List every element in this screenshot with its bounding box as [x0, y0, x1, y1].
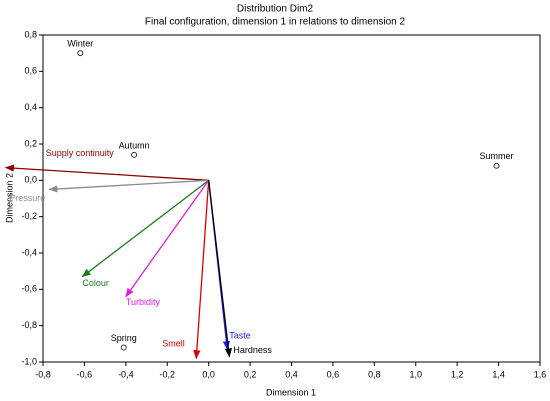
chart-title: Distribution Dim2: [237, 4, 314, 15]
vector: [4, 164, 209, 181]
chart-subtitle: Final configuration, dimension 1 in rela…: [145, 17, 406, 28]
x-tick-label: -0,2: [159, 369, 175, 379]
y-tick-label: -0,4: [21, 247, 37, 257]
y-tick-label: -1,0: [21, 356, 37, 366]
y-tick-label: 0,6: [24, 66, 37, 76]
y-tick-label: 0,4: [24, 102, 37, 112]
vector-label: Hardness: [233, 345, 272, 355]
x-tick-label: 1,6: [534, 369, 547, 379]
point: [493, 162, 500, 169]
x-tick-label: 1,4: [492, 369, 505, 379]
y-tick-label: -0,6: [21, 284, 37, 294]
point: [77, 50, 84, 57]
vector-label: Smell: [162, 339, 185, 349]
y-axis-label: Dimension 2: [4, 173, 14, 223]
x-tick-label: 0,0: [202, 369, 215, 379]
point: [120, 344, 127, 351]
x-tick-label: 0,4: [285, 369, 298, 379]
vector-label: Colour: [82, 278, 109, 288]
vector: [48, 179, 209, 193]
y-tick-label: -0,8: [21, 320, 37, 330]
vector-label: Supply continuity: [46, 148, 115, 158]
vector: [125, 179, 210, 298]
x-tick-label: -0,8: [35, 369, 51, 379]
x-tick-label: -0,4: [118, 369, 134, 379]
point: [131, 151, 138, 158]
point-label: Spring: [111, 333, 137, 343]
x-tick-label: 0,8: [368, 369, 381, 379]
x-tick-label: 1,0: [409, 369, 422, 379]
x-tick-label: 0,2: [244, 369, 257, 379]
point-label: Summer: [480, 151, 514, 161]
x-tick-label: 0,6: [327, 369, 340, 379]
vector-label: Turbidity: [126, 297, 161, 307]
y-tick-label: 0,2: [24, 138, 37, 148]
point-label: Winter: [67, 39, 93, 49]
vector: [208, 180, 233, 358]
plot-frame: [42, 34, 541, 363]
y-tick-label: 0,0: [24, 175, 37, 185]
y-tick-label: 0,8: [24, 29, 37, 39]
vector: [81, 179, 210, 278]
y-tick-label: -0,2: [21, 211, 37, 221]
x-tick-label: -0,6: [77, 369, 93, 379]
point-label: Autumn: [119, 140, 150, 150]
vector-label: Pressure: [9, 193, 45, 203]
x-tick-label: 1,2: [451, 369, 464, 379]
vector-label: Taste: [229, 331, 251, 341]
x-axis-label: Dimension 1: [266, 387, 316, 397]
vector: [193, 180, 210, 360]
